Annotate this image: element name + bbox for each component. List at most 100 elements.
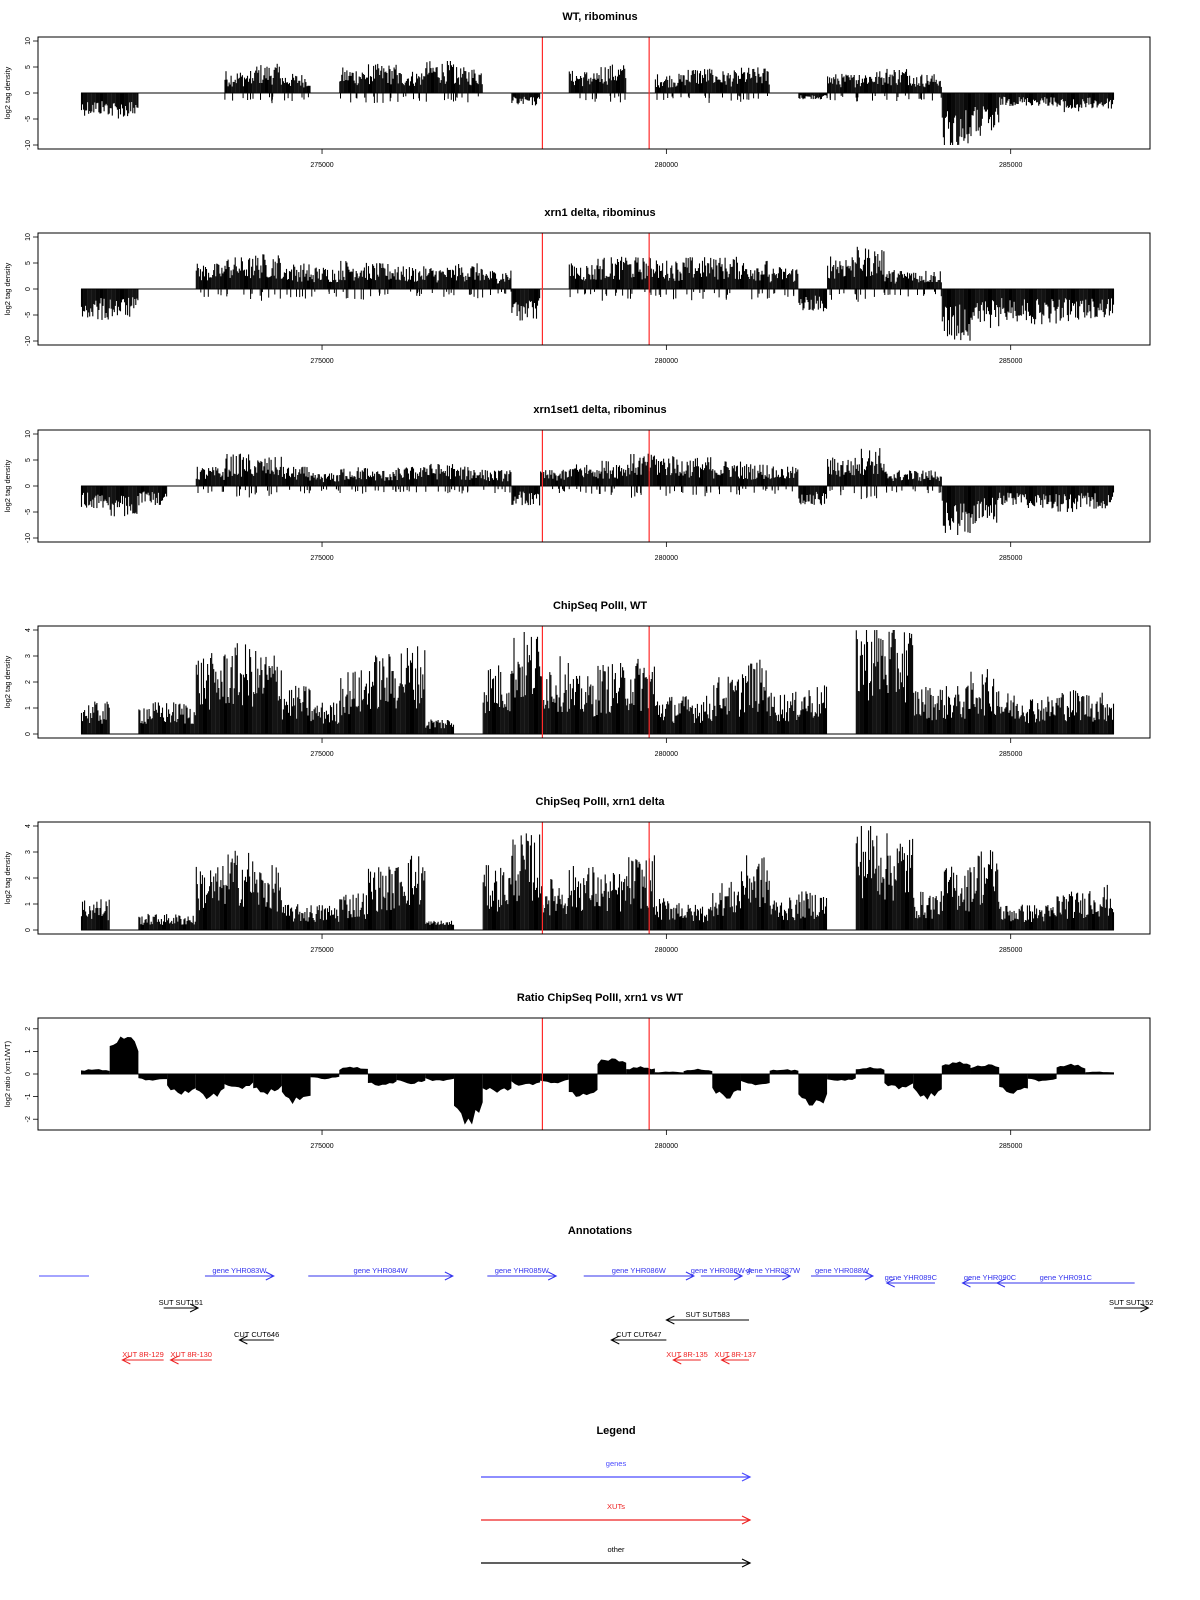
- plot-frame: [37, 625, 1151, 739]
- data-bin-30: [913, 470, 942, 494]
- data-bin-14: [453, 466, 483, 494]
- data-bin-12: [396, 646, 426, 734]
- data-bin-6: [224, 257, 254, 299]
- data-bin-1: [80, 289, 110, 320]
- data-bin-22: [683, 457, 713, 497]
- data-bin-4: [167, 702, 196, 734]
- chart-panel-1: WT, ribominus -10 -5 0 5 10 log2 tag density 27…: [3, 11, 1151, 169]
- data-bin-25: [769, 466, 799, 494]
- data-bin-26: [798, 486, 828, 506]
- data-bin-15: [482, 665, 512, 734]
- data-bin-8: [281, 904, 311, 930]
- chart-title: xrn1set1 delta, ribominus: [533, 404, 666, 416]
- y-tick-label: 10: [25, 233, 32, 241]
- data-bin-9: [310, 267, 340, 297]
- x-tick-label: 275000: [310, 751, 333, 758]
- data-bin-6: [224, 453, 254, 498]
- data-bin-6: [224, 71, 254, 101]
- y-tick-label: -10: [25, 140, 32, 150]
- x-tick-label: 285000: [999, 751, 1022, 758]
- chart-panel-4: ChipSeq PolII, WT 0 1 2 3 4 log2 tag density 27…: [3, 600, 1151, 758]
- data-bin-11: [367, 470, 397, 493]
- data-bin-3: [138, 486, 168, 506]
- data-bin-32: [970, 669, 1000, 734]
- y-axis-label: log2 tag density: [3, 66, 12, 119]
- y-tick-label: 3: [25, 654, 32, 658]
- y-tick-label: 1: [25, 706, 32, 710]
- data-bin-3: [138, 702, 168, 734]
- data-bin-24: [740, 659, 770, 734]
- y-tick-label: 0: [25, 287, 32, 291]
- data-bin-12: [396, 71, 426, 102]
- data-bin-1: [80, 93, 110, 116]
- x-tick-label: 285000: [999, 358, 1022, 365]
- y-tick-label: 10: [25, 430, 32, 438]
- data-bin-23: [712, 881, 742, 930]
- data-bin-15: [482, 470, 512, 493]
- data-bin-27: [827, 457, 856, 496]
- data-bin-5: [195, 263, 225, 297]
- data-bin-16: [511, 93, 541, 106]
- data-bin-26: [798, 93, 828, 100]
- data-bin-32: [970, 289, 1000, 328]
- data-bin-13: [425, 267, 455, 297]
- data-bin-14: [453, 263, 484, 299]
- data-bin-11: [367, 263, 397, 297]
- data-bin-26: [798, 685, 828, 734]
- data-bin-21: [654, 456, 684, 496]
- data-bin-2: [109, 289, 139, 317]
- y-tick-label: 0: [25, 91, 32, 95]
- data-bin-36: [1085, 289, 1115, 319]
- data-bin-17: [540, 469, 569, 493]
- data-bin-30: [913, 687, 942, 734]
- data-bin-7: [253, 254, 282, 301]
- data-bin-10: [339, 670, 368, 734]
- x-tick-label: 280000: [655, 358, 678, 365]
- x-tick-label: 285000: [999, 947, 1022, 954]
- data-bin-23: [712, 70, 742, 102]
- data-bin-34: [1027, 486, 1057, 509]
- data-bin-25: [769, 691, 799, 734]
- x-tick-label: 285000: [999, 555, 1022, 562]
- data-bin-34: [1027, 696, 1057, 734]
- data-bin-19: [597, 64, 627, 103]
- y-tick-label: 5: [25, 65, 32, 69]
- data-bin-31: [941, 93, 971, 145]
- chart-title: ChipSeq PolII, WT: [553, 600, 647, 612]
- data-bin-10: [339, 893, 368, 930]
- data-bin-17: [540, 656, 569, 734]
- data-bin-21: [654, 898, 684, 930]
- data-bin-31: [941, 685, 971, 734]
- data-bin-30: [913, 270, 942, 297]
- y-tick-label: 10: [25, 37, 32, 45]
- data-bin-34: [1027, 289, 1057, 325]
- data-bin-12: [396, 466, 426, 493]
- data-bin-22: [683, 904, 713, 930]
- data-bin-36: [1085, 93, 1115, 109]
- data-bin-14: [453, 67, 483, 103]
- data-bin-23: [712, 676, 742, 734]
- data-bin-30: [913, 74, 942, 101]
- data-bin-9: [310, 702, 340, 734]
- data-bin-31: [941, 289, 971, 341]
- data-bin-24: [740, 67, 770, 100]
- data-bin-22: [683, 695, 713, 734]
- data-bin-29: [884, 833, 914, 930]
- chart-title: xrn1 delta, ribominus: [544, 207, 655, 219]
- data-bin-24: [740, 464, 770, 493]
- data-bin-18: [568, 464, 598, 494]
- data-bin-21: [654, 260, 684, 300]
- data-bin-2: [109, 486, 139, 517]
- y-tick-label: 5: [25, 458, 32, 462]
- data-bin-35: [1056, 93, 1086, 113]
- data-bin-7: [253, 651, 282, 734]
- data-bin-16: [511, 486, 541, 506]
- data-bin-17: [540, 879, 569, 930]
- data-bin-32: [970, 486, 1000, 524]
- data-bin-5: [195, 866, 225, 930]
- y-tick-label: 4: [25, 824, 32, 828]
- y-axis-label: log2 tag density: [3, 655, 12, 708]
- data-bin-29: [884, 630, 914, 734]
- data-bin-11: [367, 63, 397, 103]
- data-bin-29: [884, 270, 914, 297]
